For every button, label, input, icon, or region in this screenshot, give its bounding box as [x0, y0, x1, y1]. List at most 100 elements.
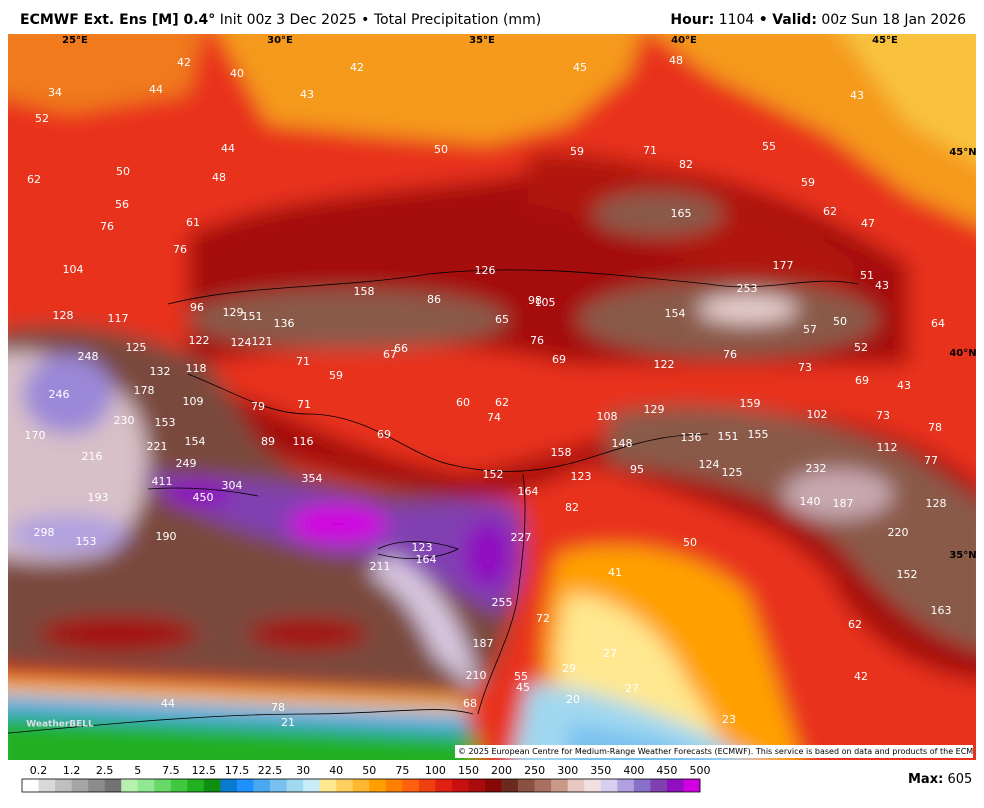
- value-label: 74: [487, 411, 501, 424]
- value-label: 129: [223, 306, 244, 319]
- value-label: 164: [416, 553, 437, 566]
- value-label: 123: [571, 470, 592, 483]
- latitude-label: 45°N: [949, 147, 976, 158]
- value-label: 27: [603, 647, 617, 660]
- value-label: 34: [48, 86, 62, 99]
- value-label: 108: [597, 410, 618, 423]
- value-label: 158: [354, 285, 375, 298]
- color-swatch: [518, 779, 535, 792]
- value-label: 148: [612, 437, 633, 450]
- value-label: 193: [88, 491, 109, 504]
- value-label: 128: [53, 309, 74, 322]
- color-swatch: [584, 779, 602, 792]
- longitude-label: 40°E: [671, 35, 697, 46]
- value-label: 211: [370, 560, 391, 573]
- colorbar-label: 500: [690, 764, 711, 777]
- value-label: 64: [931, 317, 945, 330]
- map: 34 42 40 42 43 45 48 43 44 52 44 50 59 71 82 55 59 62 50 48…: [8, 34, 976, 760]
- color-swatch: [617, 779, 635, 792]
- colorbar-frame: [21, 778, 701, 793]
- value-label: 109: [183, 395, 204, 408]
- value-label: 298: [34, 526, 55, 539]
- color-swatch: [567, 779, 585, 792]
- value-label: 253: [737, 282, 758, 295]
- value-label: 66: [394, 342, 408, 355]
- longitude-label: 30°E: [267, 35, 293, 46]
- value-label: 48: [669, 54, 683, 67]
- color-swatch: [534, 779, 552, 792]
- value-label: 136: [681, 431, 702, 444]
- value-label: 50: [833, 315, 847, 328]
- value-label: 65: [495, 313, 509, 326]
- value-label: 42: [177, 56, 191, 69]
- value-label: 450: [193, 491, 214, 504]
- colorbar-label: 40: [329, 764, 343, 777]
- title: ECMWF Ext. Ens [M] 0.4°: [20, 12, 216, 28]
- value-label: 52: [35, 112, 49, 125]
- value-label: 163: [931, 604, 952, 617]
- value-label: 59: [329, 369, 343, 382]
- value-label: 96: [190, 301, 204, 314]
- value-label: 57: [803, 323, 817, 336]
- value-label: 82: [679, 158, 693, 171]
- value-label: 50: [116, 165, 130, 178]
- max: Max: 605: [908, 772, 972, 787]
- value-label: 216: [82, 450, 103, 463]
- value-label: 40: [230, 67, 244, 80]
- value-label: 248: [78, 350, 99, 363]
- colorbar-label: 22.5: [258, 764, 283, 777]
- value-label: 220: [888, 526, 909, 539]
- value-label: 227: [511, 531, 532, 544]
- value-label: 411: [152, 475, 173, 488]
- value-label: 187: [473, 637, 494, 650]
- value-label: 153: [76, 535, 97, 548]
- color-swatch: [402, 779, 420, 792]
- value-label: 73: [798, 361, 812, 374]
- value-label: 304: [222, 479, 243, 492]
- value-label: 104: [63, 263, 84, 276]
- longitude-label: 45°E: [872, 35, 898, 46]
- value-label: 78: [928, 421, 942, 434]
- value-label: 71: [296, 355, 310, 368]
- value-label: 255: [492, 596, 513, 609]
- value-label: 47: [861, 217, 875, 230]
- value-label: 52: [854, 341, 868, 354]
- value-label: 102: [807, 408, 828, 421]
- value-label: 221: [147, 440, 168, 453]
- value-label: 178: [134, 384, 155, 397]
- color-swatch: [71, 779, 89, 792]
- color-swatch: [435, 779, 453, 792]
- value-label: 230: [114, 414, 135, 427]
- precip-field: [8, 34, 976, 760]
- value-label: 125: [722, 466, 743, 479]
- colorbar-label: 250: [524, 764, 545, 777]
- value-label: 118: [186, 362, 207, 375]
- subtitle: Init 00z 3 Dec 2025 • Total Precipitatio…: [219, 12, 542, 28]
- value-label: 82: [565, 501, 579, 514]
- color-swatch: [170, 779, 188, 792]
- value-label: 77: [924, 454, 938, 467]
- value-label: 76: [723, 348, 737, 361]
- value-label: 164: [518, 485, 539, 498]
- color-swatch: [253, 779, 271, 792]
- value-label: 67: [383, 348, 397, 361]
- value-label: 44: [161, 697, 175, 710]
- value-label: 62: [27, 173, 41, 186]
- value-label: 44: [149, 83, 163, 96]
- max-value: 605: [947, 772, 973, 787]
- value-label: 42: [350, 61, 364, 74]
- value-label: 140: [800, 495, 821, 508]
- header: ECMWF Ext. Ens [M] 0.4° Init 00z 3 Dec 2…: [0, 0, 984, 34]
- value-label: 76: [100, 220, 114, 233]
- value-label: 20: [566, 693, 580, 706]
- value-label: 177: [773, 259, 794, 272]
- value-label: 246: [49, 388, 70, 401]
- hour: 1104: [718, 12, 755, 28]
- value-label: 48: [212, 171, 226, 184]
- value-label: 126: [475, 264, 496, 277]
- value-label: 124: [231, 336, 252, 349]
- value-label: 124: [699, 458, 720, 471]
- value-label: 190: [156, 530, 177, 543]
- value-label: 43: [300, 88, 314, 101]
